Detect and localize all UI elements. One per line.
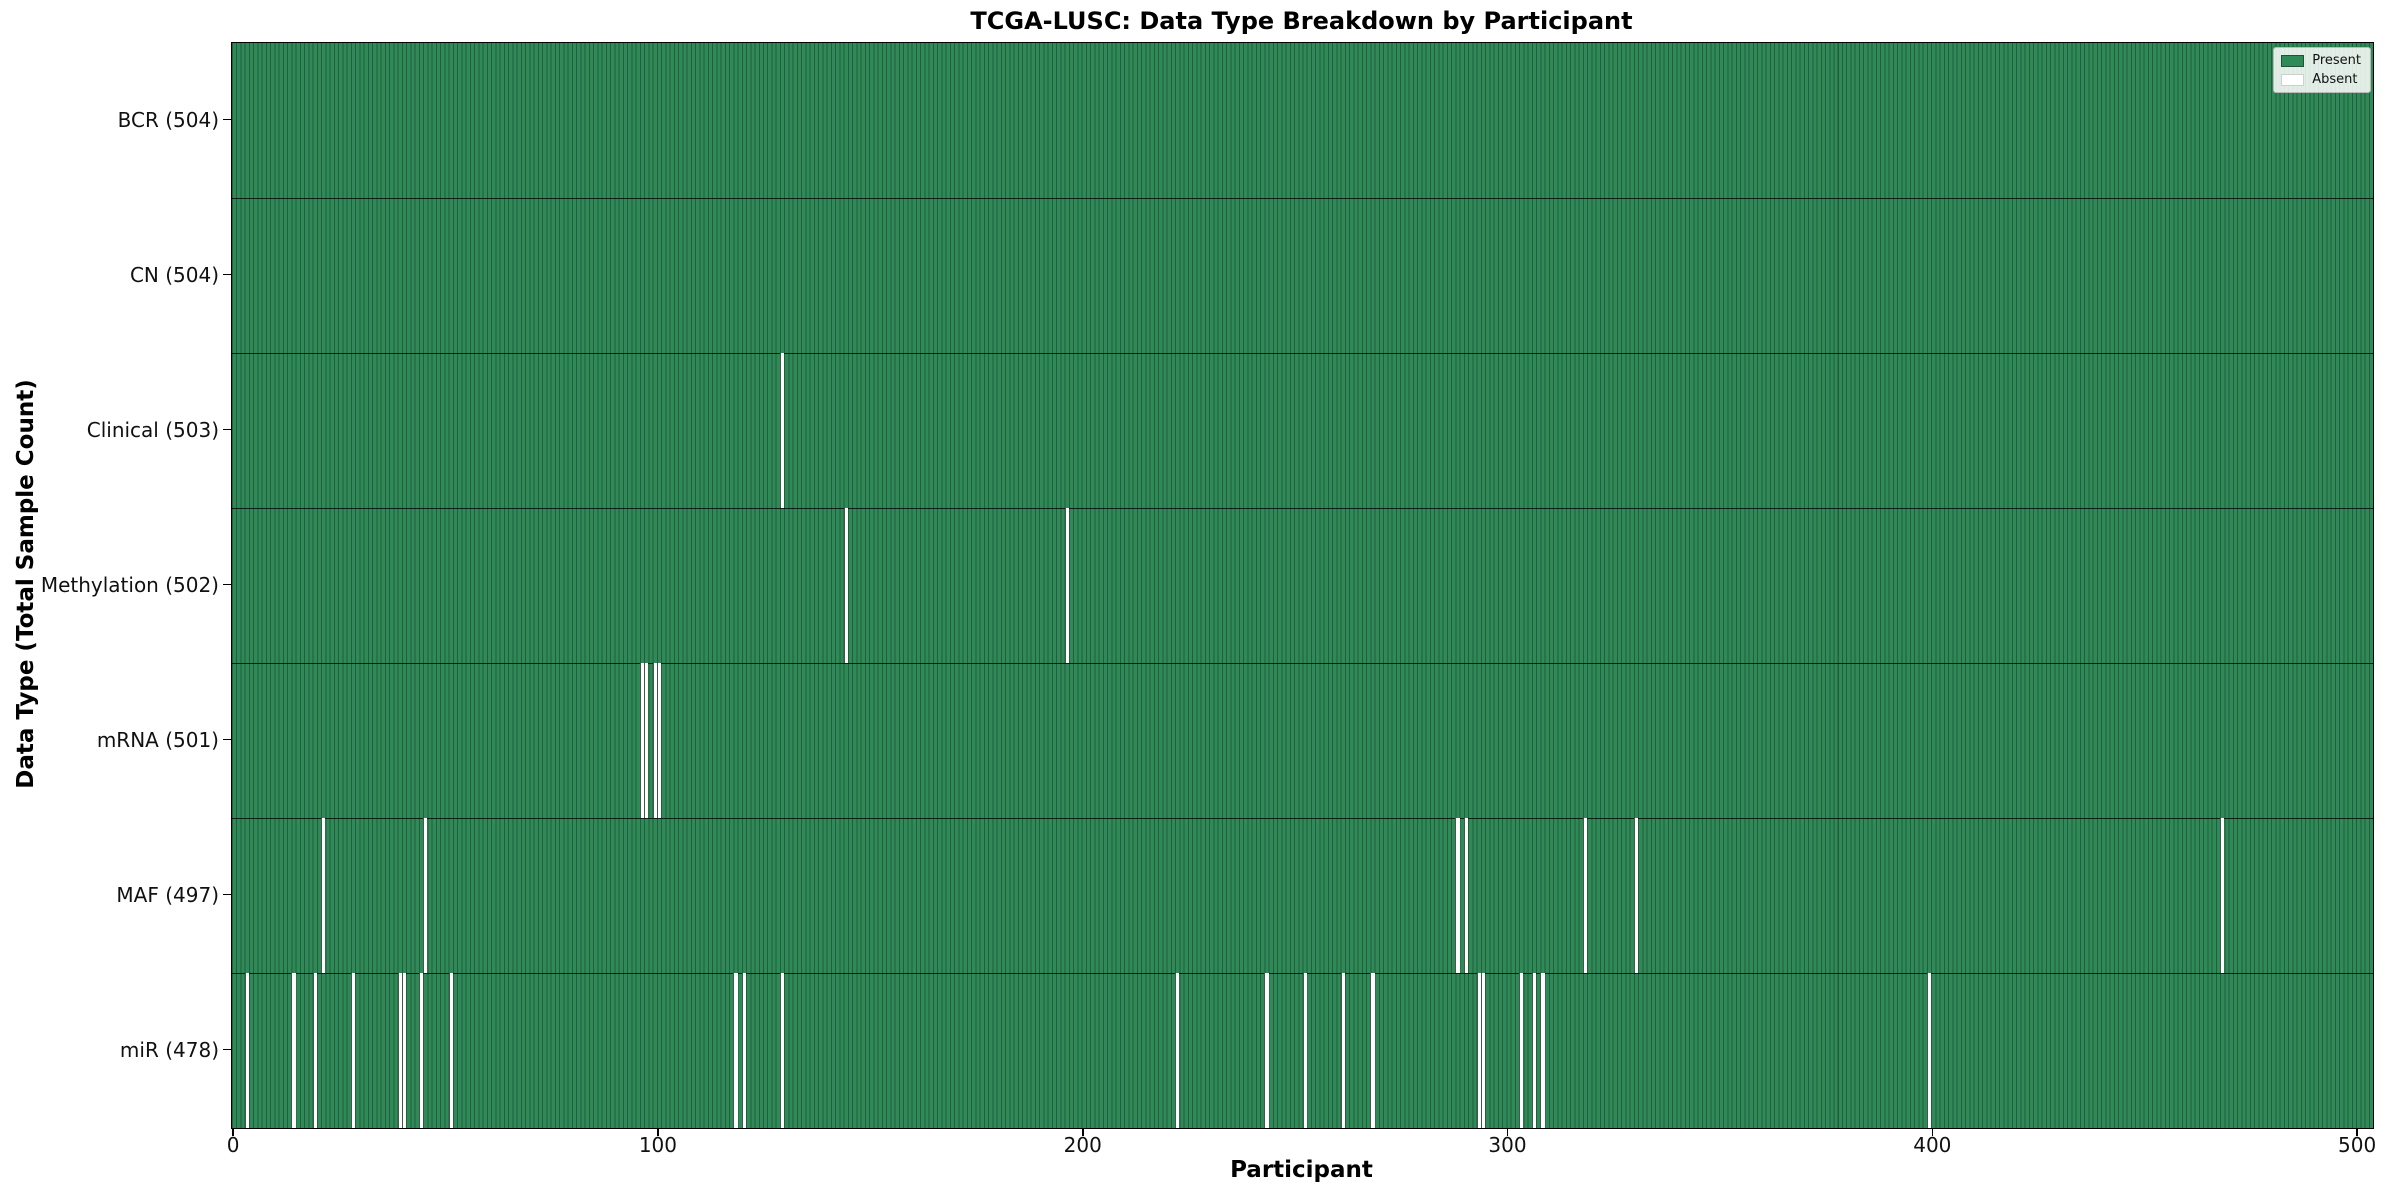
absent-gap [656, 663, 662, 818]
y-tick-mark [223, 738, 231, 741]
absent-gap [321, 818, 326, 973]
y-tick-label: Clinical (503) [86, 417, 219, 442]
absent-gap [448, 973, 453, 1128]
absent-gap [423, 818, 428, 973]
absent-gap [1926, 973, 1932, 1128]
absent-gap [1175, 973, 1180, 1128]
row-separator [232, 662, 2373, 664]
absent-gap [418, 973, 424, 1128]
legend-swatch-present-icon [2281, 54, 2305, 67]
legend-label-present: Present [2312, 53, 2361, 68]
absent-gap [1302, 973, 1307, 1128]
absent-gap [1455, 818, 1460, 973]
absent-gap [741, 973, 746, 1128]
absent-gap [2220, 818, 2225, 973]
x-tick-label: 0 [226, 1133, 240, 1157]
x-tick-mark [657, 1128, 659, 1136]
absent-gap [312, 973, 317, 1128]
y-tick-mark [223, 893, 231, 896]
legend: Present Absent [2273, 47, 2371, 93]
row-separator [232, 352, 2373, 354]
y-tick-label: miR (478) [119, 1037, 219, 1062]
x-tick-mark [2356, 1128, 2358, 1136]
x-tick-label: 100 [638, 1133, 678, 1157]
absent-gap [1582, 818, 1588, 973]
x-tick-label: 500 [2338, 1133, 2377, 1157]
absent-gap [1480, 973, 1486, 1128]
chart-title: TCGA-LUSC: Data Type Breakdown by Partic… [970, 7, 1633, 35]
absent-gap [1519, 973, 1524, 1128]
legend-item-present: Present [2281, 54, 2361, 67]
legend-swatch-absent-icon [2281, 73, 2305, 86]
absent-gap [401, 973, 407, 1128]
absent-gap [733, 973, 738, 1128]
y-tick-label: mRNA (501) [96, 727, 219, 752]
absent-gap [1463, 818, 1469, 973]
absent-gap [1340, 973, 1345, 1128]
y-tick-label: CN (504) [129, 262, 219, 287]
absent-gap [1264, 973, 1269, 1128]
absent-gap [1476, 973, 1481, 1128]
x-tick-label: 400 [1913, 1133, 1952, 1157]
x-tick-mark [1506, 1128, 1509, 1136]
absent-gap [639, 663, 645, 818]
y-tick-mark [223, 428, 231, 431]
absent-gap [1531, 973, 1537, 1128]
row-separator [232, 817, 2373, 819]
x-tick-label: 300 [1488, 1133, 1527, 1157]
absent-gap [644, 663, 649, 818]
x-tick-mark [1081, 1128, 1084, 1136]
absent-gap [397, 973, 402, 1128]
x-tick-mark [1931, 1128, 1934, 1136]
absent-gap [779, 973, 785, 1128]
x-tick-label: 200 [1063, 1133, 1102, 1157]
y-tick-label: Methylation (502) [40, 572, 219, 597]
absent-gap [244, 973, 249, 1128]
y-tick-label: BCR (504) [117, 107, 219, 132]
absent-gap [652, 663, 657, 818]
row-separator [232, 197, 2373, 199]
absent-gap [1064, 508, 1069, 663]
x-tick-mark [232, 1128, 234, 1136]
legend-label-absent: Absent [2312, 72, 2358, 87]
plot-area: Present Absent [231, 42, 2374, 1129]
legend-item-absent: Absent [2281, 73, 2361, 86]
absent-gap [291, 973, 296, 1128]
y-tick-label: MAF (497) [116, 882, 219, 907]
y-tick-mark [223, 273, 231, 276]
absent-gap [350, 973, 356, 1128]
row-separator [232, 507, 2373, 509]
x-axis-title: Participant [1230, 1157, 1373, 1183]
y-tick-mark [223, 583, 231, 586]
absent-gap [779, 353, 785, 508]
absent-gap [1633, 818, 1639, 973]
absent-gap [843, 508, 848, 663]
absent-gap [1370, 973, 1375, 1128]
absent-gap [1540, 973, 1545, 1128]
y-tick-mark [223, 118, 231, 121]
y-tick-mark [223, 1048, 231, 1051]
